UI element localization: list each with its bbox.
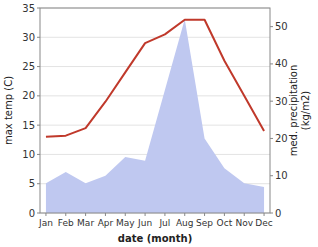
plot-frame <box>40 8 270 213</box>
x-tick <box>264 213 265 216</box>
y-axis-label: max temp (C) <box>3 76 14 145</box>
x-tick <box>164 213 165 216</box>
y-axis-label-line: max temp (C) <box>3 76 14 145</box>
y2-tick-label: 30 <box>275 96 288 107</box>
x-tick-label: Aug <box>176 218 194 228</box>
y2-axis-label-line: (kg/m2) <box>300 91 311 131</box>
y-tick-label: 0 <box>29 208 35 219</box>
x-tick-label: Mar <box>77 218 94 228</box>
y-tick <box>37 213 40 214</box>
y-tick <box>37 66 40 67</box>
x-tick-label: May <box>116 218 135 228</box>
x-tick-label: Sep <box>196 218 213 228</box>
y2-axis-label: med. precipitation(kg/m2) <box>288 65 311 157</box>
y2-tick <box>270 138 273 139</box>
y2-tick <box>270 175 273 176</box>
y-tick <box>37 8 40 9</box>
y-tick-label: 5 <box>29 178 35 189</box>
y2-tick-label: 20 <box>275 133 288 144</box>
y2-tick-label: 40 <box>275 58 288 69</box>
line <box>46 20 264 137</box>
y-tick <box>37 95 40 96</box>
y2-tick-label: 50 <box>275 21 288 32</box>
y2-tick-label: 0 <box>275 208 281 219</box>
x-tick <box>204 213 205 216</box>
y-tick-label: 30 <box>22 32 35 43</box>
x-tick <box>184 213 185 216</box>
y2-tick <box>270 63 273 64</box>
y-tick <box>37 125 40 126</box>
y2-tick <box>270 213 273 214</box>
y-tick <box>37 183 40 184</box>
x-tick-label: Jun <box>137 218 152 228</box>
y-tick <box>37 154 40 155</box>
y-tick-label: 20 <box>22 90 35 101</box>
y-tick <box>37 37 40 38</box>
chart: 0 5 10 15 20 25 30 35 0 10 20 30 40 50 Jan FebMar AprMay… <box>0 0 318 247</box>
x-tick-label: Apr <box>98 218 114 228</box>
x-tick <box>244 213 245 216</box>
x-tick-label: Oct <box>217 218 233 228</box>
x-axis-label: date (month) <box>118 233 192 244</box>
x-tick <box>105 213 106 216</box>
y2-tick <box>270 26 273 27</box>
x-tick-label: Feb <box>58 218 74 228</box>
x-tick <box>145 213 146 216</box>
x-tick <box>85 213 86 216</box>
grid-line <box>40 66 270 67</box>
grid-line <box>40 37 270 38</box>
y2-tick <box>270 101 273 102</box>
y-tick-label: 10 <box>22 149 35 160</box>
x-tick <box>45 213 46 216</box>
y2-axis-label-line: med. precipitation <box>288 65 299 157</box>
x-tick-label: Jan <box>38 218 53 228</box>
y-tick-label: 25 <box>22 61 35 72</box>
x-tick-label: Dec <box>255 218 272 228</box>
y2-tick-label: 10 <box>275 170 288 181</box>
plot-area <box>46 19 264 213</box>
x-tick <box>65 213 66 216</box>
x-tick <box>224 213 225 216</box>
y-tick-label: 35 <box>22 3 35 14</box>
x-tick-label: Jul <box>158 218 170 228</box>
grid-line <box>40 95 270 96</box>
x-tick-label: Nov <box>235 218 253 228</box>
y-tick-label: 15 <box>22 120 35 131</box>
x-tick <box>125 213 126 216</box>
area <box>46 19 264 213</box>
